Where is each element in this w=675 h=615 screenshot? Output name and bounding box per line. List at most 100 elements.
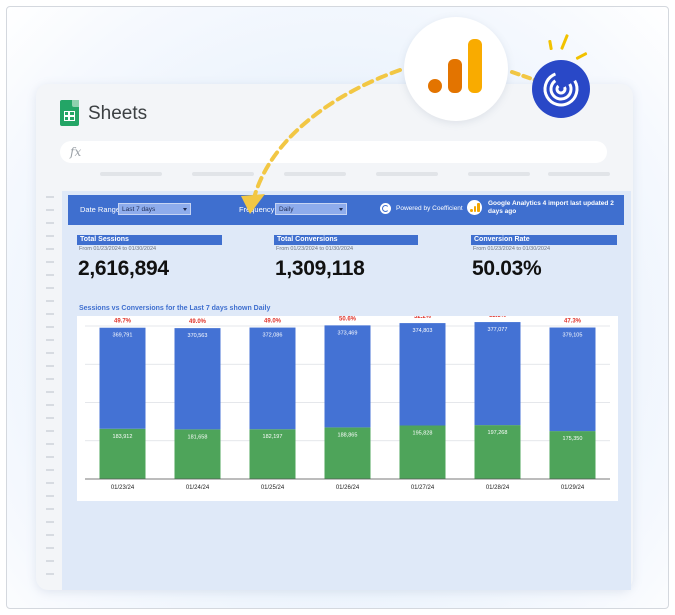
dashed-connector (510, 70, 537, 82)
row-header-tick (46, 404, 54, 406)
kpi-title-conversion-rate: Conversion Rate (471, 235, 617, 245)
data-label-sessions: 379,105 (563, 333, 583, 339)
kpi-range-sessions: From 01/23/2024 to 01/30/2024 (79, 246, 157, 252)
frequency-select[interactable]: Daily (275, 203, 347, 215)
x-tick-label: 01/29/24 (561, 485, 585, 491)
row-header-tick (46, 560, 54, 562)
dashed-arrow-path (252, 68, 402, 200)
row-header-tick (46, 235, 54, 237)
ga-bar-short (428, 79, 442, 93)
import-status-line1: Google Analytics 4 import last updated 2 (488, 200, 614, 207)
row-header-tick (46, 196, 54, 198)
bar-sessions (324, 325, 371, 428)
bar-conversions (324, 427, 371, 479)
chart-title: Sessions vs Conversions for the Last 7 d… (79, 305, 271, 312)
row-header-tick (46, 391, 54, 393)
chevron-down-icon (339, 208, 343, 211)
bar-conversions (249, 429, 296, 479)
row-header-tick (46, 300, 54, 302)
bar-conversions (399, 425, 446, 479)
kpi-value-conversion-rate: 50.03% (472, 257, 542, 280)
row-header-tick (46, 534, 54, 536)
row-header-tick (46, 482, 54, 484)
kpi-title-sessions: Total Sessions (77, 235, 222, 245)
data-label-conversions: 195,828 (413, 430, 433, 436)
arrow-head-icon (241, 194, 265, 214)
row-header-tick (46, 222, 54, 224)
bar-conversions (474, 425, 521, 479)
row-header-tick (46, 469, 54, 471)
x-tick-label: 01/24/24 (186, 485, 210, 491)
kpi-title-conversions: Total Conversions (274, 235, 418, 245)
bar-sessions (99, 327, 146, 429)
data-label-rate: 49.7% (114, 319, 132, 325)
formula-bar[interactable] (60, 141, 607, 163)
data-label-sessions: 369,791 (113, 333, 133, 339)
row-header-tick (46, 274, 54, 276)
bar-conversions (99, 428, 146, 479)
date-range-label: Date Range (80, 205, 121, 214)
data-label-rate: 49.0% (264, 319, 282, 325)
row-headers (46, 196, 54, 586)
bar-conversions (549, 431, 596, 479)
frequency-value: Daily (279, 206, 294, 213)
data-label-conversions: 181,658 (188, 434, 208, 440)
data-label-rate: 52.3% (489, 316, 507, 319)
powered-by-text: Powered by Coefficient (396, 205, 463, 212)
ga-bar-mid (448, 59, 462, 93)
row-header-tick (46, 430, 54, 432)
coefficient-mark (543, 71, 579, 107)
stacked-bar-chart: 183,912 369,791 49.7% 01/23/24 181,658 370,56… (85, 316, 610, 491)
bar-sessions (549, 327, 596, 432)
fx-icon: fx (70, 145, 82, 159)
google-analytics-logo-icon (404, 17, 508, 121)
column-headers (100, 172, 610, 176)
row-header-tick (46, 326, 54, 328)
data-label-rate: 49.0% (189, 319, 207, 325)
row-header-tick (46, 209, 54, 211)
data-label-rate: 50.6% (339, 316, 357, 322)
row-header-tick (46, 378, 54, 380)
row-header-tick (46, 287, 54, 289)
row-header-tick (46, 365, 54, 367)
row-header-tick (46, 352, 54, 354)
coefficient-logo-icon (532, 60, 590, 118)
date-range-select[interactable]: Last 7 days (118, 203, 191, 215)
data-label-conversions: 182,197 (263, 434, 283, 440)
data-label-sessions: 377,077 (488, 327, 508, 333)
data-label-rate: 47.3% (564, 319, 582, 325)
data-label-conversions: 183,912 (113, 434, 133, 440)
chart-panel: 183,912 369,791 49.7% 01/23/24 181,658 370,56… (77, 316, 618, 501)
chevron-down-icon (183, 208, 187, 211)
x-tick-label: 01/26/24 (336, 485, 360, 491)
data-label-sessions: 370,563 (188, 333, 208, 339)
kpi-value-conversions: 1,309,118 (275, 257, 365, 280)
data-label-sessions: 373,469 (338, 330, 358, 336)
row-header-tick (46, 495, 54, 497)
row-header-tick (46, 443, 54, 445)
coefficient-logo-icon (380, 203, 391, 214)
bar-conversions (174, 429, 221, 479)
row-header-tick (46, 521, 54, 523)
row-header-tick (46, 573, 54, 575)
date-range-value: Last 7 days (122, 206, 156, 213)
app-title: Sheets (88, 103, 148, 124)
data-label-conversions: 197,268 (488, 430, 508, 436)
google-analytics-icon (467, 200, 482, 215)
x-tick-label: 01/28/24 (486, 485, 510, 491)
row-header-tick (46, 248, 54, 250)
bar-sessions (474, 322, 521, 426)
kpi-range-conversion-rate: From 01/23/2024 to 01/30/2024 (473, 246, 551, 252)
ga-bar-tall (468, 39, 482, 93)
data-label-sessions: 374,803 (413, 328, 433, 334)
row-header-tick (46, 547, 54, 549)
row-header-tick (46, 417, 54, 419)
row-header-tick (46, 456, 54, 458)
data-label-conversions: 188,865 (338, 432, 358, 438)
row-header-tick (46, 261, 54, 263)
x-tick-label: 01/25/24 (261, 485, 285, 491)
data-label-rate: 52.2% (414, 316, 432, 320)
import-status-line2: days ago (488, 208, 517, 215)
row-header-tick (46, 508, 54, 510)
